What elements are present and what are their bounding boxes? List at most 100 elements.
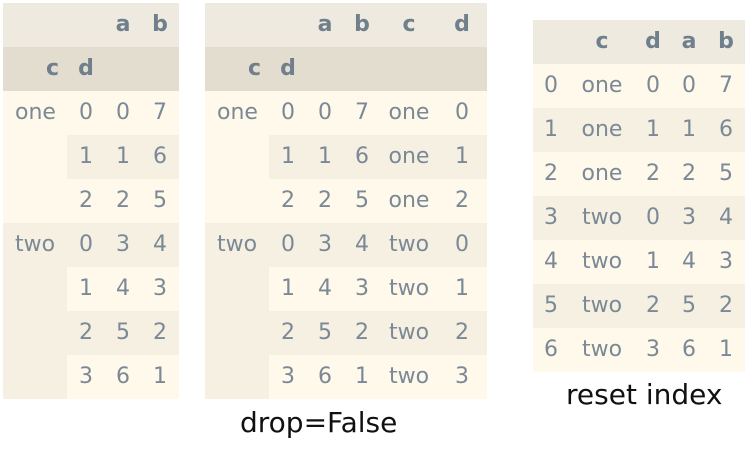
cell: 1: [437, 135, 487, 179]
cell: two: [381, 355, 437, 399]
header-cell-b: b: [707, 20, 745, 64]
cell: 2: [707, 284, 745, 328]
header-cell-a: a: [671, 20, 707, 64]
cell: 0: [67, 223, 105, 267]
table-row: 3 6 1 two 3: [205, 355, 487, 399]
cell: 4: [671, 240, 707, 284]
row-index: 1: [533, 108, 569, 152]
table-row: 3 6 1: [3, 355, 179, 399]
cell: 4: [307, 267, 343, 311]
cell: 2: [67, 311, 105, 355]
cell: 7: [707, 64, 745, 108]
cell: two: [569, 196, 635, 240]
table-row: one 0 0 7 one 0: [205, 91, 487, 223]
cell: 1: [105, 135, 141, 179]
table-row: 1 4 3 two 1: [205, 267, 487, 311]
cell: 6: [671, 328, 707, 372]
cell: 5: [105, 311, 141, 355]
cell: 5: [141, 179, 179, 223]
header-row: a b c d: [205, 3, 487, 47]
group-label-one: one: [205, 91, 269, 223]
table-row: 1 4 3: [3, 267, 179, 311]
cell: 3: [343, 267, 381, 311]
cell: 6: [141, 135, 179, 179]
header-cell: [437, 47, 487, 91]
header-cell-b: b: [141, 3, 179, 47]
cell: 3: [307, 223, 343, 267]
cell: 4: [707, 196, 745, 240]
cell: 5: [307, 311, 343, 355]
cell: 0: [635, 64, 671, 108]
row-index: 6: [533, 328, 569, 372]
header-cell: [533, 20, 569, 64]
table-row: one 0 0 7: [3, 91, 179, 223]
cell: 3: [269, 355, 307, 399]
header-cell: [343, 47, 381, 91]
cell: 0: [635, 196, 671, 240]
cell: one: [381, 135, 437, 179]
cell: 7: [343, 91, 381, 135]
cell: 2: [671, 152, 707, 196]
header-cell-a: a: [105, 3, 141, 47]
cell: 0: [307, 91, 343, 135]
header-cell-d: d: [437, 3, 487, 47]
cell: 1: [269, 135, 307, 179]
header-cell: [3, 3, 67, 47]
cell: 2: [269, 311, 307, 355]
caption-drop-false: drop=False: [240, 406, 398, 439]
cell: 3: [67, 355, 105, 399]
cell: 2: [269, 179, 307, 223]
table-row: 0 one 0 0 7: [533, 64, 745, 108]
table-row: 5 two 2 5 2: [533, 284, 745, 328]
cell: two: [569, 328, 635, 372]
table-row: 2 2 5 one 2: [205, 179, 487, 223]
table-row: 4 two 1 4 3: [533, 240, 745, 284]
cell: 2: [343, 311, 381, 355]
cell: one: [569, 108, 635, 152]
cell: two: [381, 267, 437, 311]
cell: 1: [67, 135, 105, 179]
table-row: 1 1 6: [3, 135, 179, 179]
cell: 2: [141, 311, 179, 355]
caption-reset-index: reset index: [566, 378, 723, 411]
cell: 0: [67, 91, 105, 135]
index-names-row: c d: [205, 47, 487, 91]
cell: 1: [437, 267, 487, 311]
cell: 1: [141, 355, 179, 399]
cell: 0: [269, 91, 307, 135]
header-cell-a: a: [307, 3, 343, 47]
cell: 5: [707, 152, 745, 196]
cell: one: [569, 152, 635, 196]
header-cell-c: c: [381, 3, 437, 47]
index-name-c: c: [3, 47, 67, 91]
cell: 4: [105, 267, 141, 311]
cell: 3: [671, 196, 707, 240]
cell: one: [381, 179, 437, 223]
table-row: 2 5 2 two 2: [205, 311, 487, 355]
table-row: 2 2 5: [3, 179, 179, 223]
index-names-row: c d: [3, 47, 179, 91]
header-cell: [269, 3, 307, 47]
cell: 3: [635, 328, 671, 372]
table-row: 2 5 2: [3, 311, 179, 355]
cell: two: [381, 223, 437, 267]
table-row: 2 one 2 2 5: [533, 152, 745, 196]
cell: 5: [343, 179, 381, 223]
cell: 5: [671, 284, 707, 328]
cell: 4: [343, 223, 381, 267]
cell: 2: [437, 179, 487, 223]
cell: 1: [343, 355, 381, 399]
cell: 2: [307, 179, 343, 223]
table-row: 1 1 6 one 1: [205, 135, 487, 179]
index-name-c: c: [205, 47, 269, 91]
index-name-d: d: [269, 47, 307, 91]
cell: 6: [707, 108, 745, 152]
cell: 0: [269, 223, 307, 267]
cell: 6: [307, 355, 343, 399]
cell: 6: [105, 355, 141, 399]
cell: 3: [437, 355, 487, 399]
header-cell: [141, 47, 179, 91]
header-row: c d a b: [533, 20, 745, 64]
row-index: 0: [533, 64, 569, 108]
header-cell: [381, 47, 437, 91]
